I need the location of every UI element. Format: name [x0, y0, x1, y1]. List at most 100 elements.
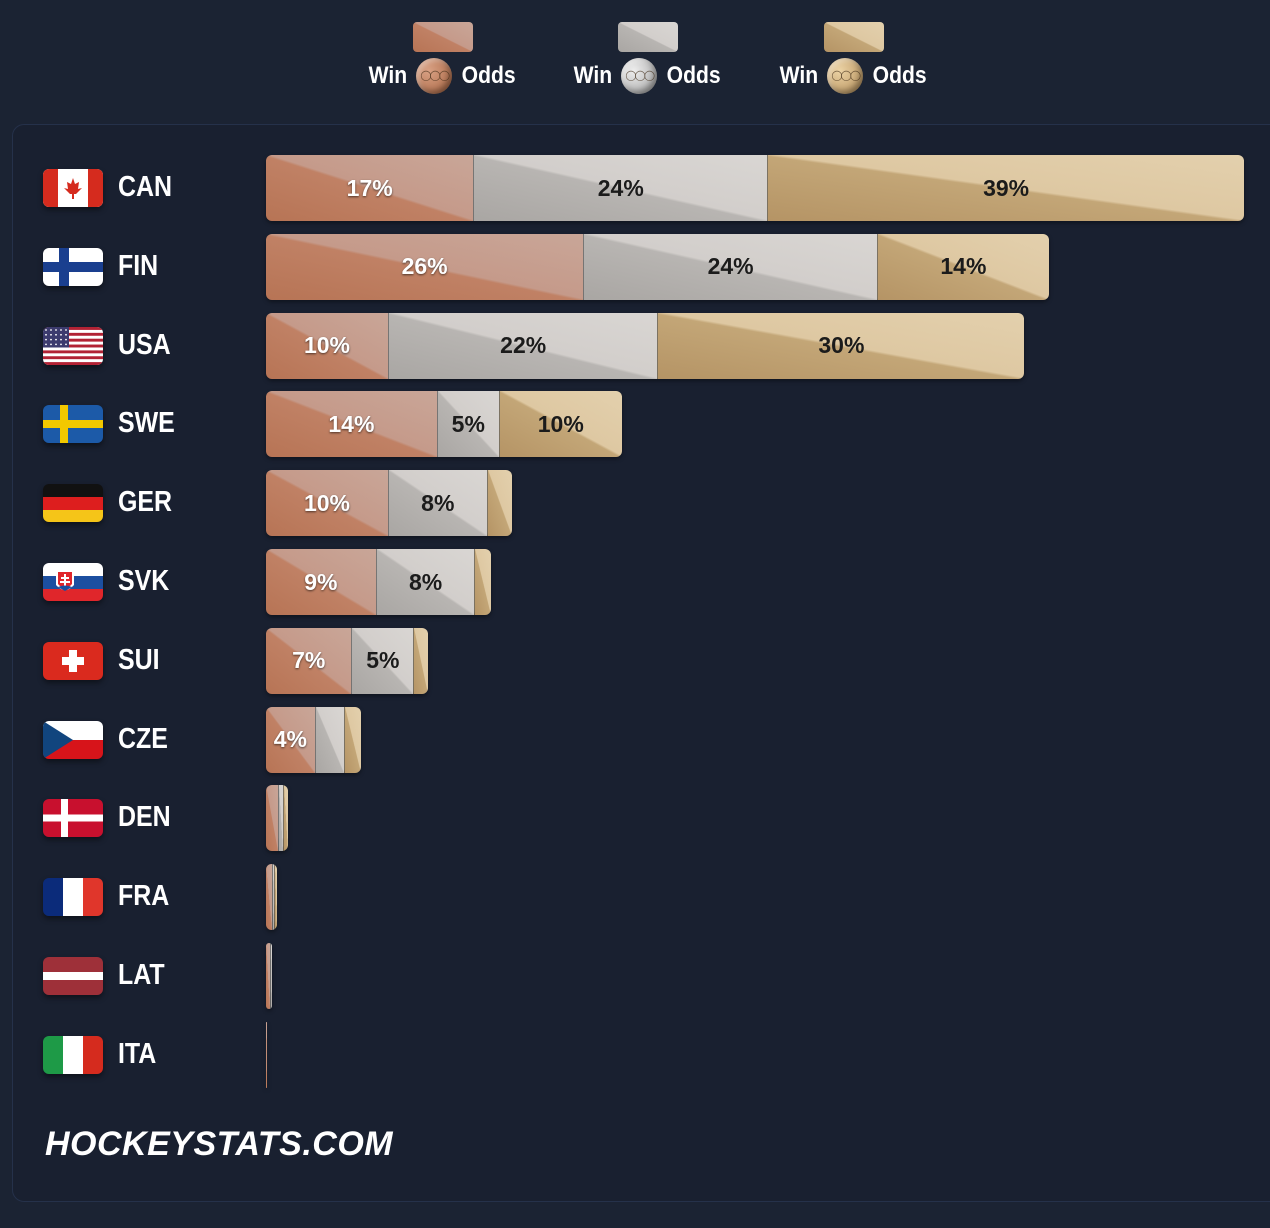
data-label: 14% [328, 410, 375, 437]
data-label: 10% [537, 410, 584, 437]
team-label: GER [118, 486, 173, 519]
bar-segment-silver [314, 706, 344, 773]
data-label: 9% [304, 568, 338, 595]
data-label: 24% [597, 174, 644, 201]
legend-item-gold: Win ◯◯◯ Odds [774, 22, 934, 102]
legend-win-label: Win [780, 62, 819, 89]
bar-segment-gold: 39% [767, 155, 1244, 221]
data-label: 7% [292, 647, 326, 674]
chart-row-swe: SWE 14% 5% 10% [13, 391, 1270, 458]
data-label: 5% [451, 410, 485, 437]
chart-row-svk: SVK 9% 8% [13, 549, 1270, 615]
data-label: 24% [707, 253, 754, 280]
data-label: 10% [303, 332, 351, 359]
data-label: 39% [983, 174, 1030, 201]
bar-segment-silver [278, 785, 283, 852]
data-label: 5% [366, 647, 400, 674]
legend-odds-label: Odds [872, 62, 927, 89]
bar-segment-gold [486, 470, 512, 537]
bar-segment-gold [282, 785, 288, 852]
flag-usa-icon [43, 326, 103, 365]
flag-den-icon [43, 799, 103, 838]
legend-item-silver: Win ◯◯◯ Odds [568, 22, 728, 102]
chart-row-ger: GER 10% 8% [13, 470, 1270, 537]
chart-panel: CAN 17% 24% 39% FIN 26% 24% 14% USA 10% 22% 30% SWE 1… [12, 124, 1270, 1202]
bar-segment-bronze [266, 943, 270, 1009]
data-label: 17% [346, 174, 393, 201]
flag-lat-icon [43, 957, 103, 995]
bar-segment-silver: 8% [388, 470, 487, 537]
bar-lat [266, 943, 272, 1009]
bar-segment-bronze: 9% [266, 549, 376, 615]
data-label: 26% [401, 253, 448, 280]
bar-segment-gold [474, 549, 492, 615]
bar-ger: 10% 8% [266, 470, 512, 537]
bar-segment-bronze: 14% [266, 391, 437, 458]
team-label: ITA [118, 1037, 157, 1070]
bar-segment-bronze: 7% [266, 627, 352, 694]
data-label: 8% [421, 489, 455, 516]
legend-win-label: Win [574, 62, 613, 89]
data-label: 22% [500, 332, 547, 359]
brand-logo: HOCKEYSTATS.COM [45, 1125, 394, 1163]
bar-cze: 4% [266, 706, 361, 773]
bar-segment-silver: 5% [436, 391, 499, 458]
legend-odds-label: Odds [666, 62, 721, 89]
bar-fra [266, 864, 277, 931]
bar-segment-bronze [266, 864, 273, 931]
team-label: SUI [118, 643, 160, 676]
team-label: CAN [118, 171, 173, 203]
bar-svk: 9% 8% [266, 549, 492, 615]
legend-odds-label: Odds [461, 62, 516, 89]
chart-row-cze: CZE 4% [13, 706, 1270, 773]
gold-medal-icon: ◯◯◯ [827, 58, 864, 94]
team-label: LAT [118, 959, 165, 991]
bar-segment-gold: 30% [657, 312, 1025, 379]
bar-sui: 7% 5% [266, 627, 428, 694]
bar-segment-silver: 8% [375, 549, 475, 615]
flag-fra-icon [43, 878, 103, 917]
bar-usa: 10% 22% 30% [266, 312, 1025, 379]
bar-segment-silver [272, 864, 275, 931]
flag-cze-icon [43, 720, 103, 759]
bar-segment-bronze: 4% [266, 706, 315, 773]
bar-segment-bronze: 10% [266, 470, 388, 537]
silver-medal-icon: ◯◯◯ [621, 58, 658, 94]
bar-ita [266, 1021, 268, 1088]
chart-row-usa: USA 10% 22% 30% [13, 312, 1270, 379]
legend-swatch-gold [824, 22, 884, 52]
bar-segment-bronze [266, 1021, 268, 1088]
bar-segment-gold: 10% [498, 391, 622, 458]
bar-can: 17% 24% 39% [266, 155, 1244, 221]
bar-segment-silver: 24% [583, 233, 877, 300]
chart-row-can: CAN 17% 24% 39% [13, 155, 1270, 221]
team-label: SVK [118, 565, 170, 597]
chart-row-ita: ITA [13, 1021, 1270, 1088]
chart-row-fra: FRA [13, 864, 1270, 931]
bar-segment-bronze: 26% [266, 233, 584, 300]
data-label: 4% [273, 726, 308, 753]
legend-item-bronze: Win ◯◯◯ Odds [363, 22, 523, 102]
flag-fin-icon [43, 247, 103, 286]
bar-swe: 14% 5% 10% [266, 391, 622, 458]
bar-segment-gold: 14% [876, 233, 1049, 300]
team-label: SWE [118, 407, 175, 440]
flag-ita-icon [43, 1035, 103, 1074]
legend-win-label: Win [369, 62, 408, 89]
flag-swe-icon [43, 405, 103, 444]
bar-segment-gold [274, 864, 277, 931]
team-label: USA [118, 328, 171, 361]
bar-fin: 26% 24% 14% [266, 233, 1049, 300]
chart-row-fin: FIN 26% 24% 14% [13, 233, 1270, 300]
team-label: FIN [118, 249, 159, 282]
data-label: 14% [940, 253, 987, 280]
bar-segment-gold [343, 706, 361, 773]
bar-segment-bronze [266, 785, 279, 852]
legend-swatch-silver [618, 22, 678, 52]
bar-segment-silver: 24% [473, 155, 768, 221]
bar-segment-silver [269, 943, 272, 1009]
legend: Win ◯◯◯ Odds Win ◯◯◯ Odds Win ◯◯◯ Odds [0, 22, 1270, 102]
bronze-medal-icon: ◯◯◯ [416, 58, 453, 94]
data-label: 30% [818, 332, 865, 359]
data-label: 10% [303, 489, 351, 516]
